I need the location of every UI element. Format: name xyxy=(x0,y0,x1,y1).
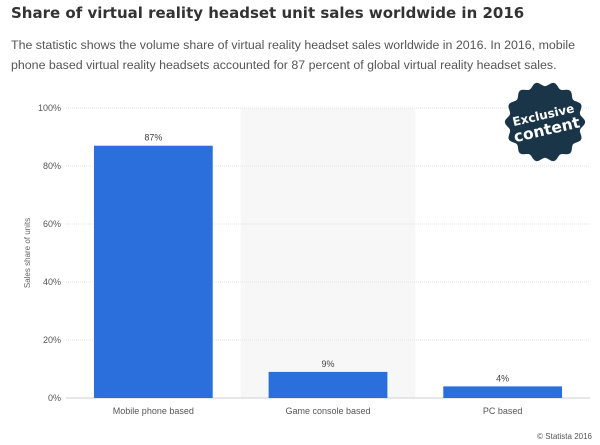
data-label: 9% xyxy=(321,359,334,369)
data-label: 87% xyxy=(144,133,162,143)
y-axis-label: Sales share of units xyxy=(23,218,32,288)
source-credit[interactable]: © Statista 2016 xyxy=(537,432,592,441)
y-tick-label: 0% xyxy=(48,393,61,403)
x-tick-label: Mobile phone based xyxy=(113,406,194,416)
data-label: 4% xyxy=(496,373,509,383)
y-tick-label: 60% xyxy=(43,219,61,229)
y-tick-label: 20% xyxy=(43,335,61,345)
exclusive-content-badge: Exclusive content xyxy=(504,82,586,162)
y-tick-label: 100% xyxy=(38,103,61,113)
bar[interactable] xyxy=(268,371,388,398)
x-tick-label: PC based xyxy=(483,406,523,416)
x-tick-label: Game console based xyxy=(285,406,370,416)
y-tick-label: 80% xyxy=(43,161,61,171)
y-tick-label: 40% xyxy=(43,277,61,287)
bar[interactable] xyxy=(93,145,213,398)
bar[interactable] xyxy=(443,386,563,398)
badge-seal-shape xyxy=(504,82,586,162)
chart-title: Share of virtual reality headset unit sa… xyxy=(11,4,525,22)
highlight-band xyxy=(240,108,416,398)
chart-description: The statistic shows the volume share of … xyxy=(11,38,576,72)
